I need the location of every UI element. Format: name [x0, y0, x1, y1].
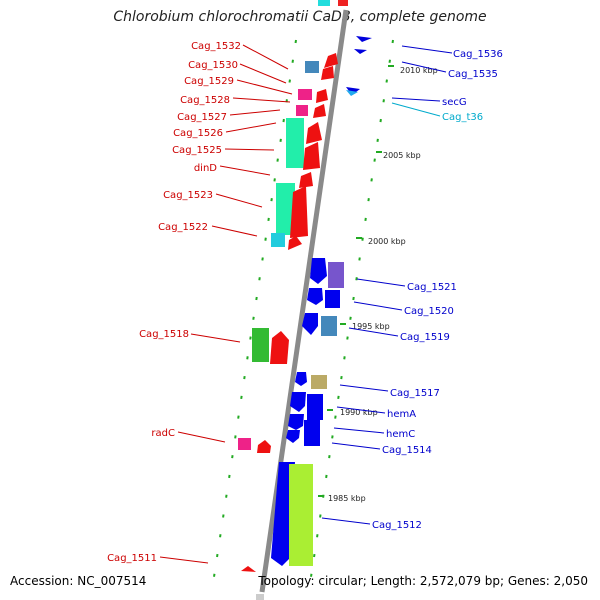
scale-label-1995: 1995 kbp: [352, 322, 390, 331]
gene-label-cag1520[interactable]: Cag_1520: [404, 306, 454, 317]
gene-radc-arrow[interactable]: [257, 440, 271, 453]
gene-cag1517-arrow[interactable]: [295, 372, 307, 386]
map-title: Chlorobium chlorochromatii CaD3, complet…: [113, 9, 487, 25]
gene-cag-t36[interactable]: [346, 90, 358, 96]
gene-label-cag1521[interactable]: Cag_1521: [407, 282, 457, 293]
gene-cag1519[interactable]: [321, 316, 337, 336]
gene-cag1526[interactable]: [296, 105, 308, 116]
gene-hemc[interactable]: [304, 420, 320, 446]
gene-label-cag1527[interactable]: Cag_1527: [177, 112, 227, 123]
strand-guide-right: [308, 39, 394, 591]
gene-hemc-arrow[interactable]: [288, 414, 304, 430]
gene-label-cag1522[interactable]: Cag_1522: [158, 222, 208, 233]
gene-label-hemc[interactable]: hemC: [386, 429, 415, 440]
gene-cag1532-arrow[interactable]: [324, 53, 338, 68]
gene-cag1523-arrow[interactable]: [290, 186, 308, 238]
gene-cag1514[interactable]: [286, 430, 300, 443]
gene-cag1521[interactable]: [328, 262, 344, 288]
scale-label-2010: 2010 kbp: [400, 66, 438, 75]
gene-secg[interactable]: [346, 87, 360, 95]
gene-radc[interactable]: [238, 438, 251, 450]
gene-cag1518[interactable]: [252, 328, 269, 362]
scale-label-2005: 2005 kbp: [383, 151, 421, 160]
gene-label-cag1514[interactable]: Cag_1514: [382, 445, 432, 456]
gene-label-cag-t36[interactable]: Cag_t36: [442, 112, 483, 123]
gene-cag1517[interactable]: [311, 375, 327, 389]
right-leader-lines: [321, 45, 453, 525]
scale-label-1985: 1985 kbp: [328, 494, 366, 503]
gene-cag1519-arrow[interactable]: [302, 313, 318, 335]
accession-text: Accession: NC_007514: [10, 574, 147, 588]
gene-label-cag1529[interactable]: Cag_1529: [184, 76, 234, 87]
gene-cag1530[interactable]: [305, 61, 319, 73]
top-feature-cyan[interactable]: [318, 0, 330, 6]
gene-label-secg[interactable]: secG: [442, 97, 467, 108]
gene-cag1522[interactable]: [271, 233, 285, 247]
gene-dind[interactable]: [303, 142, 320, 170]
top-feature-red[interactable]: [338, 0, 348, 6]
gene-dind-arrow[interactable]: [299, 172, 313, 188]
gene-cag1535[interactable]: [354, 49, 367, 54]
gene-cag1536[interactable]: [356, 36, 372, 42]
gene-cag1526-arrow[interactable]: [313, 104, 326, 118]
gene-label-cag1519[interactable]: Cag_1519: [400, 332, 450, 343]
gene-cag1522-arrow[interactable]: [288, 236, 302, 250]
gene-label-cag1517[interactable]: Cag_1517: [390, 388, 440, 399]
gene-label-hema[interactable]: hemA: [387, 409, 416, 420]
gene-label-dind[interactable]: dinD: [194, 163, 217, 174]
gene-label-cag1525[interactable]: Cag_1525: [172, 145, 222, 156]
gene-label-cag1530[interactable]: Cag_1530: [188, 60, 238, 71]
gene-cag1528[interactable]: [298, 89, 312, 100]
genome-backbone: [259, 9, 349, 593]
gene-cag1523[interactable]: [276, 183, 295, 235]
gene-label-cag1512[interactable]: Cag_1512: [372, 520, 422, 531]
gene-cag1529[interactable]: [321, 66, 334, 80]
gene-hema-arrow[interactable]: [290, 392, 306, 412]
gene-label-cag1536[interactable]: Cag_1536: [453, 49, 503, 60]
gene-label-radc[interactable]: radC: [151, 428, 175, 439]
left-leader-lines: [159, 44, 293, 564]
topology-text: Topology: circular; Length: 2,572,079 bp…: [258, 574, 588, 588]
bottom-feature: [256, 594, 264, 600]
cag-t36-leader: [391, 102, 441, 117]
gene-cag1520[interactable]: [325, 290, 340, 308]
gene-label-cag1532[interactable]: Cag_1532: [191, 41, 241, 52]
gene-cag1527[interactable]: [316, 89, 328, 103]
scale-label-1990: 1990 kbp: [340, 408, 378, 417]
gene-label-cag1528[interactable]: Cag_1528: [180, 95, 230, 106]
gene-cag1512[interactable]: [289, 464, 313, 566]
gene-label-cag1535[interactable]: Cag_1535: [448, 69, 498, 80]
gene-label-cag1518[interactable]: Cag_1518: [139, 329, 189, 340]
gene-label-cag1526[interactable]: Cag_1526: [173, 128, 223, 139]
gene-cag1521-arrow[interactable]: [310, 258, 327, 284]
gene-label-cag1523[interactable]: Cag_1523: [163, 190, 213, 201]
gene-cag1525-arrow[interactable]: [306, 122, 322, 144]
gene-cag1525[interactable]: [286, 118, 304, 168]
gene-cag1520-arrow[interactable]: [307, 288, 323, 305]
scale-label-2000: 2000 kbp: [368, 237, 406, 246]
gene-cag1518-arrow[interactable]: [270, 331, 289, 364]
gene-hema[interactable]: [307, 394, 323, 420]
gene-cag1511[interactable]: [241, 566, 256, 572]
gene-label-cag1511[interactable]: Cag_1511: [107, 553, 157, 564]
